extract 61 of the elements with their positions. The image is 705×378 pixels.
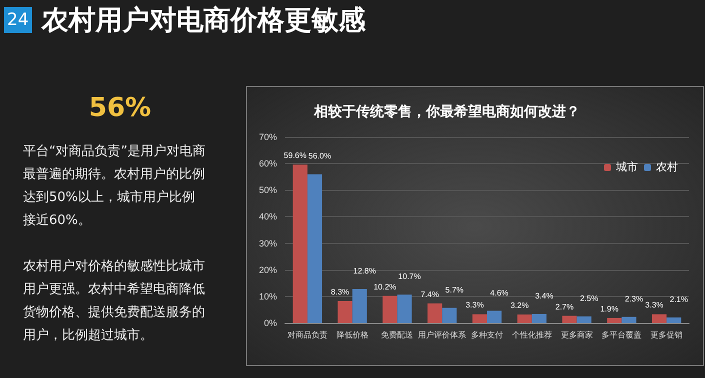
bar xyxy=(607,318,622,323)
chart-subtitle: 相较于传统零售，你最希望电商如何改进？ xyxy=(312,103,581,121)
data-label: 4.6% xyxy=(490,288,508,298)
x-tick-label: 降低价格 xyxy=(336,330,368,340)
bar xyxy=(666,317,682,323)
text: 24 xyxy=(4,7,32,33)
y-tick-label: 30% xyxy=(258,238,277,248)
y-tick-label: 50% xyxy=(258,185,277,196)
bar xyxy=(442,308,457,323)
data-label: 3.2% xyxy=(510,300,529,310)
x-tick-label: 更多促销 xyxy=(650,330,683,340)
data-label: 10.7% xyxy=(398,272,421,282)
bar xyxy=(292,164,308,323)
x-tick-label: 用户评价体系 xyxy=(418,330,466,340)
data-label: 3.4% xyxy=(535,291,554,300)
data-label: 12.8% xyxy=(353,266,376,276)
bar xyxy=(472,314,487,323)
chart-title: 农村用户对电商价格更敏感 xyxy=(42,4,366,38)
text: 平台“对商品负责”是用户对电商最普遍的期待。农村用户的比例达到50%以上，城市用户比例接近60%。 xyxy=(23,143,206,230)
bar xyxy=(352,288,367,323)
data-label: 8.3% xyxy=(330,287,350,296)
x-tick-label: 个性化推荐 xyxy=(512,330,552,340)
bar xyxy=(652,314,667,323)
bar xyxy=(622,316,636,323)
x-tick-label: 更多商家 xyxy=(560,330,593,340)
bar xyxy=(532,314,546,323)
data-label: 2.1% xyxy=(670,294,688,304)
bar xyxy=(397,294,412,323)
y-tick-label: 70% xyxy=(258,132,277,142)
data-label: 1.9% xyxy=(600,304,618,314)
data-label: 56.0% xyxy=(308,152,332,161)
data-label: 7.4% xyxy=(420,290,439,299)
bar xyxy=(428,303,442,323)
x-tick-label: 对商品负责 xyxy=(287,330,328,340)
y-tick-label: 20% xyxy=(258,264,277,275)
data-label: 3.3% xyxy=(466,300,484,310)
bar xyxy=(338,300,352,323)
data-label: 2.3% xyxy=(624,294,644,304)
data-label: 3.3% xyxy=(645,300,664,310)
data-label: 59.6% xyxy=(284,151,306,160)
bar xyxy=(576,316,592,323)
data-label: 5.7% xyxy=(445,285,464,294)
bar xyxy=(307,174,322,323)
x-tick-label: 免费配送 xyxy=(381,330,414,340)
legend-label: 农村 xyxy=(656,160,678,174)
bar xyxy=(517,314,532,323)
y-tick-label: 40% xyxy=(258,212,277,222)
text: 56% xyxy=(88,93,152,123)
y-tick-label: 10% xyxy=(258,291,277,302)
bar xyxy=(487,310,502,323)
data-label: 2.5% xyxy=(580,294,598,303)
text: 农村用户对价格的敏感性比城市用户更强。农村中希望电商降低货物价格、提供免费配送服务的用户，比例超过城市。 xyxy=(23,258,206,345)
x-tick-label: 多种支付 xyxy=(471,330,503,340)
data-label: 10.2% xyxy=(374,282,396,292)
bar xyxy=(382,296,398,323)
x-tick-label: 多平台覆盖 xyxy=(602,330,642,340)
y-tick-label: 60% xyxy=(258,158,277,169)
y-tick-label: 0% xyxy=(264,318,277,328)
bar xyxy=(562,316,577,323)
legend-label: 城市 xyxy=(615,160,638,174)
data-label: 2.7% xyxy=(555,302,574,312)
